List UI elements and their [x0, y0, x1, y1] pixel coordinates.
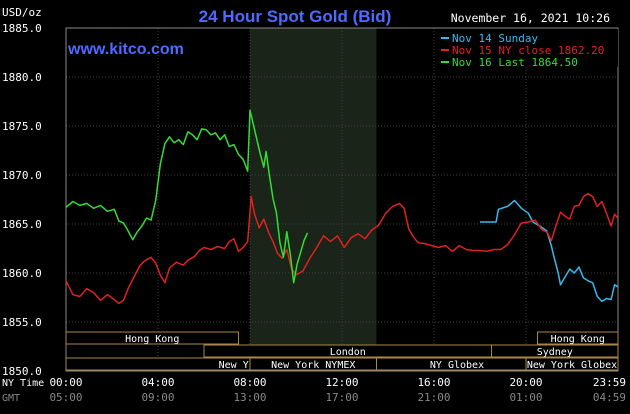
legend-label: Nov 15 NY close 1862.20 — [452, 44, 604, 57]
x-tick-label-ny: 16:00 — [417, 376, 450, 389]
x-tick-label-gmt: 17:00 — [325, 391, 358, 404]
series-line-2 — [65, 192, 619, 305]
session-bar: Sydney — [491, 344, 619, 358]
timestamp-label: November 16, 2021 10:26 — [451, 11, 610, 25]
y-unit-label: USD/oz — [2, 6, 42, 19]
y-tick-label: 1880.0 — [2, 71, 42, 84]
x-axis-gmt-label: GMT — [2, 393, 20, 404]
y-tick-label: 1885.0 — [2, 22, 42, 35]
session-bar-label: Sydney — [537, 347, 573, 358]
y-tick-label: 1870.0 — [2, 169, 42, 182]
session-bar: Hong Kong — [537, 331, 619, 345]
x-tick-label-ny: 00:00 — [49, 376, 82, 389]
y-tick-label: 1865.0 — [2, 218, 42, 231]
session-bar-frame — [537, 331, 619, 345]
session-bar-label: NY Globex — [430, 360, 484, 371]
session-bar: New York Globex — [525, 357, 619, 371]
x-tick-label-gmt: 01:00 — [509, 391, 542, 404]
plot-frame — [65, 27, 619, 372]
x-tick-label-ny: 23:59 — [593, 376, 626, 389]
x-tick-label-gmt: 04:59 — [593, 391, 626, 404]
legend-background — [438, 29, 618, 67]
session-bar-label: New York NYMEX — [271, 360, 355, 371]
x-tick-label-ny: 20:00 — [509, 376, 542, 389]
legend-label: Nov 16 Last 1864.50 — [452, 56, 578, 69]
series-line-3 — [65, 109, 309, 284]
x-tick-label-ny: 12:00 — [325, 376, 358, 389]
x-tick-label-gmt: 05:00 — [49, 391, 82, 404]
chart-title: 24 Hour Spot Gold (Bid) — [199, 7, 392, 26]
legend-entry: Nov 14 Sunday — [441, 32, 538, 45]
x-tick-label-gmt: 13:00 — [233, 391, 266, 404]
session-bar-label: London — [330, 347, 366, 358]
x-tick-label-ny: 04:00 — [141, 376, 174, 389]
legend-label: Nov 14 Sunday — [452, 32, 538, 45]
y-tick-label: 1850.0 — [2, 365, 42, 378]
legend-entry: Nov 16 Last 1864.50 — [441, 56, 578, 69]
y-tick-label: 1860.0 — [2, 267, 42, 280]
series-layer — [65, 109, 619, 305]
session-bar-label: Hong Kong — [125, 334, 179, 345]
series-line-1 — [480, 199, 619, 303]
y-tick-label: 1875.0 — [2, 120, 42, 133]
grid-layer — [65, 27, 619, 372]
session-bar: NY Globex — [376, 357, 538, 371]
session-bar: New York NYMEX — [249, 357, 377, 371]
session-bars: Hong Kong London New York Globex New York N… — [65, 331, 619, 371]
y-tick-label: 1855.0 — [2, 316, 42, 329]
x-tick-label-ny: 08:00 — [233, 376, 266, 389]
x-axis-ny-label: NY Time — [2, 378, 44, 389]
kitco-brand-link[interactable]: www.kitco.com — [67, 41, 184, 58]
legend-entry: Nov 15 NY close 1862.20 — [441, 44, 604, 57]
session-bar-label: Hong Kong — [551, 334, 605, 345]
session-bar-frame — [525, 357, 619, 371]
session-bar-frame — [491, 344, 619, 358]
nymex-session-highlight — [250, 28, 377, 371]
x-tick-label-gmt: 09:00 — [141, 391, 174, 404]
session-bar: Hong Kong — [65, 331, 239, 345]
session-bar-label: New York Globex — [527, 360, 617, 371]
session-bar: London — [203, 344, 492, 358]
session-bar-frame — [65, 331, 239, 345]
axis-layer: 1885.0 1880.0 1875.0 1870.0 1865.0 1860.0 1855… — [2, 22, 626, 404]
x-tick-label-gmt: 21:00 — [417, 391, 450, 404]
